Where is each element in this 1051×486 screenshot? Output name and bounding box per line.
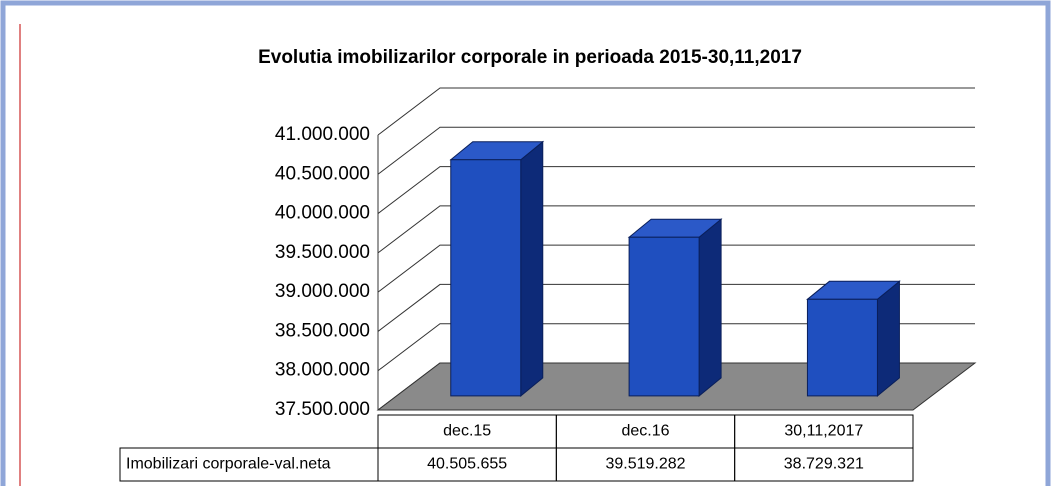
y-tick-label: 40.500.000 bbox=[275, 163, 370, 184]
grid-line bbox=[377, 205, 975, 254]
y-tick-label: 38.000.000 bbox=[275, 360, 370, 381]
chart-title: Evolutia imobilizarilor corporale in per… bbox=[258, 47, 802, 68]
y-tick-label: 40.000.000 bbox=[275, 203, 370, 224]
y-tick-label: 41.000.000 bbox=[275, 124, 370, 145]
y-tick-label: 39.500.000 bbox=[275, 242, 370, 263]
grid-line bbox=[377, 166, 975, 214]
bar-side bbox=[520, 140, 544, 397]
bar bbox=[450, 159, 522, 397]
y-tick-label: 37.500.000 bbox=[275, 399, 370, 420]
bar-side bbox=[876, 280, 900, 397]
bar-side bbox=[698, 218, 722, 397]
data-label: 39.519.282 bbox=[605, 456, 685, 473]
grid-line bbox=[377, 323, 975, 372]
y-tick-label: 38.500.000 bbox=[275, 320, 370, 341]
grid-line bbox=[377, 283, 975, 332]
y-tick-label: 39.000.000 bbox=[275, 281, 370, 302]
legend-label: Imobilizari corporale-val.neta bbox=[126, 456, 331, 473]
bar bbox=[628, 236, 700, 397]
grid-line bbox=[377, 244, 975, 293]
grid-line bbox=[377, 126, 975, 175]
x-tick-label: 30,11,2017 bbox=[784, 423, 863, 440]
data-label: 40.505.655 bbox=[427, 456, 507, 473]
x-tick-label: dec.16 bbox=[621, 423, 669, 440]
data-label: 38.729.321 bbox=[784, 456, 864, 473]
bar bbox=[806, 298, 878, 397]
table-cell bbox=[734, 414, 914, 449]
grid-line bbox=[377, 87, 975, 136]
x-tick-label: dec.15 bbox=[443, 423, 491, 440]
